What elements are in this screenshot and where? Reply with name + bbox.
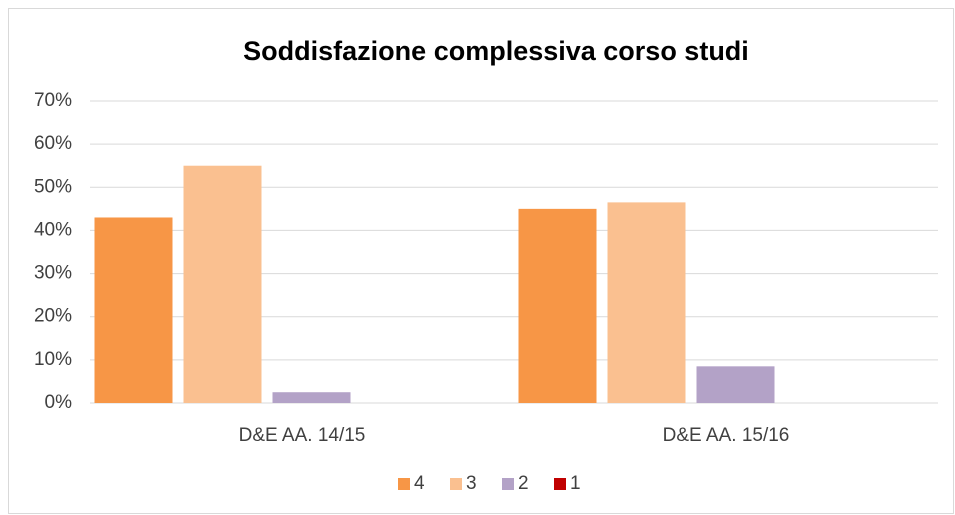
chart-title: Soddisfazione complessiva corso studi (243, 36, 749, 66)
legend-label: 1 (570, 473, 581, 494)
legend-swatch (450, 478, 462, 490)
y-tick-label: 60% (34, 133, 72, 154)
legend-swatch (554, 478, 566, 490)
y-tick-label: 30% (34, 263, 72, 284)
legend-label: 3 (466, 473, 477, 494)
legend-swatch (398, 478, 410, 490)
y-tick-label: 50% (34, 176, 72, 197)
x-tick-label: D&E AA. 14/15 (239, 425, 366, 446)
bar (607, 202, 686, 403)
legend-swatch (502, 478, 514, 490)
legend-label: 2 (518, 473, 529, 494)
y-tick-label: 40% (34, 219, 72, 240)
bar (94, 217, 173, 403)
bar (518, 208, 597, 403)
bar (272, 392, 351, 403)
y-tick-label: 20% (34, 306, 72, 327)
y-tick-label: 10% (34, 349, 72, 370)
bar (696, 366, 775, 403)
legend-label: 4 (414, 473, 425, 494)
y-tick-label: 70% (34, 90, 72, 111)
x-tick-label: D&E AA. 15/16 (663, 425, 790, 446)
y-tick-label: 0% (45, 392, 73, 413)
bar (183, 165, 262, 403)
